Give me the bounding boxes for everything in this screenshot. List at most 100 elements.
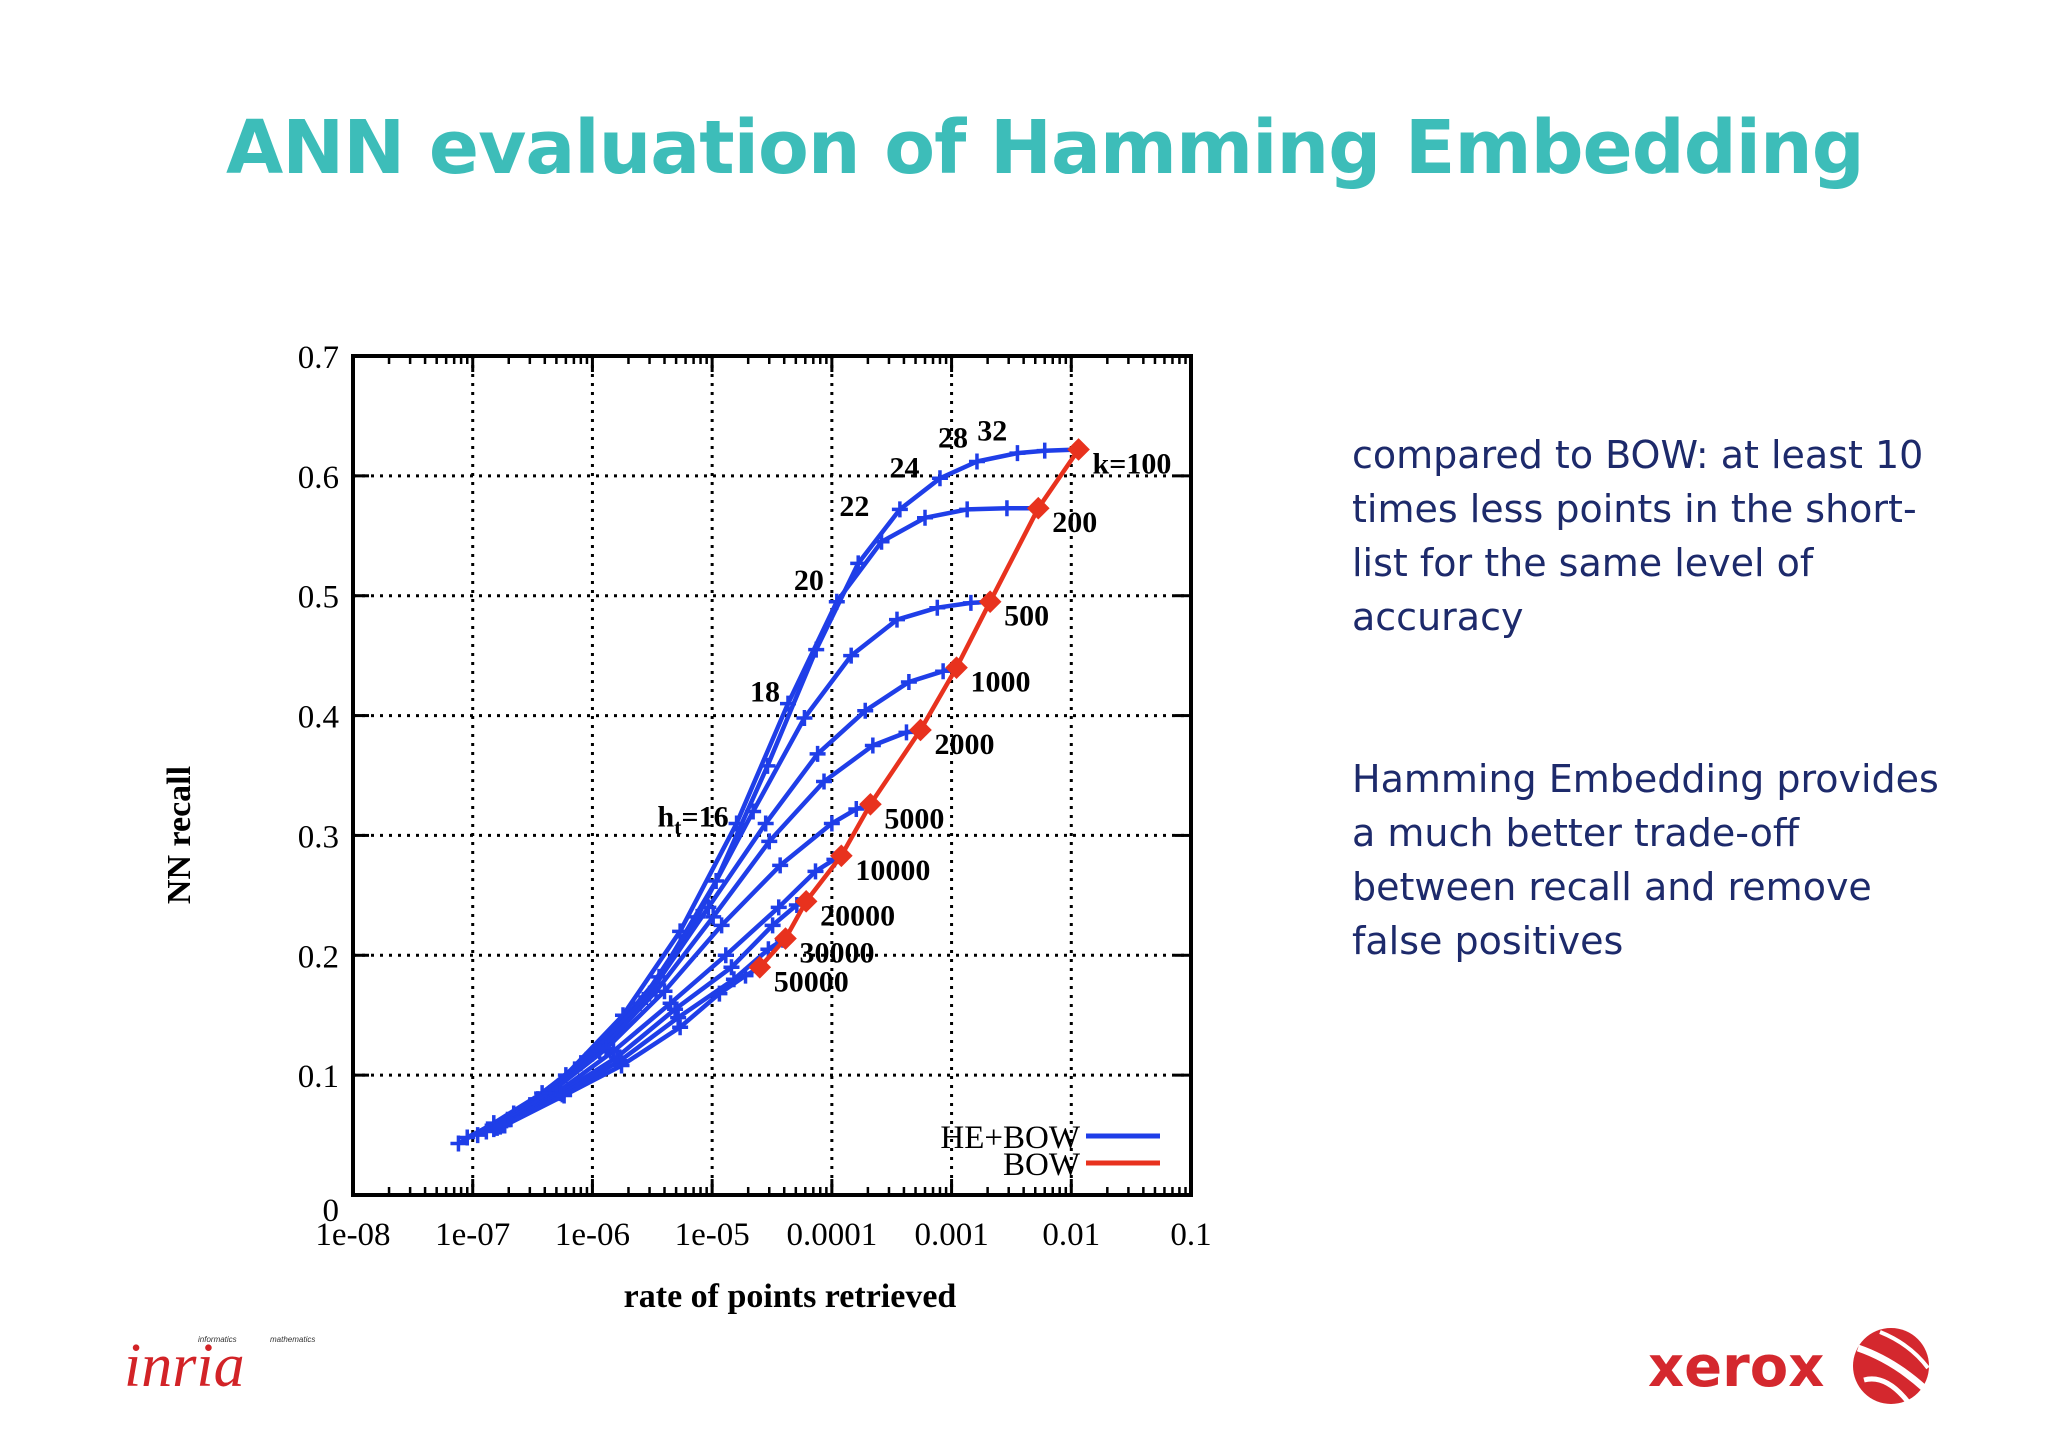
he-bow-point (723, 959, 740, 976)
he-bow-point (705, 908, 722, 925)
inria-small-left: informatics (198, 1335, 237, 1344)
he-bow-line (457, 447, 1079, 1146)
he-bow-point (478, 1123, 495, 1140)
he-bow-point (823, 815, 840, 832)
he-bow-point (809, 745, 826, 762)
he-bow-point (848, 801, 865, 818)
he-bow-point (700, 899, 717, 916)
chart-axes: 1e-08 1e-07 1e-06 1e-05 0.0001 0.001 0.01 0.1 0 0… (161, 340, 1212, 1315)
he-bow-point (917, 509, 934, 526)
he-bow-point (796, 709, 813, 726)
he-bow-point (717, 947, 734, 964)
he-bow-line (466, 505, 1039, 1140)
he-bow-line (500, 899, 808, 1128)
ht-label: 22 (839, 490, 869, 523)
bow-point (909, 718, 932, 742)
he-bow-point (857, 702, 874, 719)
x-tick-label: 0.1 (1170, 1217, 1211, 1253)
he-bow-point (670, 1009, 687, 1026)
x-tick-label: 1e-06 (555, 1217, 630, 1253)
bow-point (1067, 438, 1090, 461)
he-bow-point (998, 500, 1015, 517)
k-label: 5000 (884, 802, 944, 835)
ht-label: 20 (794, 564, 824, 597)
bow-point (859, 792, 882, 816)
x-tick-label: 1e-05 (675, 1217, 750, 1253)
y-tick-label: 0 (323, 1193, 340, 1229)
he-bow-point (1036, 442, 1053, 459)
he-bow-point (613, 1057, 630, 1074)
y-tick-label: 0.5 (298, 580, 339, 616)
k-label: 200 (1052, 506, 1097, 539)
he-bow-point (935, 663, 952, 680)
inria-small-right: mathematics (270, 1335, 315, 1344)
note-comparison: compared to BOW: at least 10 times less … (1352, 433, 1924, 639)
he-bow-point (737, 967, 754, 984)
bow-line (758, 448, 1081, 969)
xerox-wordmark: xerox (1648, 1335, 1824, 1400)
he-bow-point (891, 501, 908, 518)
x-axis-label: rate of points retrieved (624, 1278, 957, 1315)
he-bow-point (1009, 445, 1026, 462)
y-tick-label: 0.6 (298, 460, 339, 496)
legend-label: BOW (1003, 1147, 1081, 1183)
ht-label: 18 (750, 676, 780, 709)
he-bow-point (770, 899, 787, 916)
slide-title: ANN evaluation of Hamming Embedding (226, 105, 1865, 191)
he-bow-point (469, 1127, 486, 1144)
he-bow-point (667, 1001, 684, 1018)
note-tradeoff: Hamming Embedding provides a much better… (1352, 757, 1939, 963)
y-tick-label: 0.2 (298, 939, 339, 975)
he-bow-point (968, 453, 985, 470)
ht-label: 32 (977, 414, 1007, 447)
he-bow-point (728, 815, 745, 832)
he-bow-point (816, 773, 833, 790)
he-bow-point (672, 1019, 689, 1036)
k-label: 500 (1004, 600, 1049, 633)
k-label: k=100 (1093, 447, 1172, 480)
he-bow-point (929, 599, 946, 616)
k-label: 1000 (971, 666, 1031, 699)
he-bow-point (962, 594, 979, 611)
ht-label: 24 (890, 451, 920, 484)
ht-label: 28 (938, 422, 968, 455)
he-bow-point (779, 695, 796, 712)
k-label: 50000 (774, 965, 849, 998)
he-bow-point (450, 1135, 467, 1152)
bow-point (830, 844, 853, 868)
y-axis-label: NN recall (161, 766, 198, 904)
he-bow-point (828, 593, 845, 610)
he-bow-point (843, 647, 860, 664)
bow-point (945, 656, 968, 679)
y-tick-label: 0.1 (298, 1059, 339, 1095)
bow-point (1026, 496, 1050, 520)
he-bow-point (757, 815, 774, 832)
he-bow-point (556, 1087, 573, 1104)
x-tick-label: 1e-07 (435, 1217, 510, 1253)
he-bow-point (807, 863, 824, 880)
he-bow-point (745, 803, 762, 820)
he-bow-point (496, 1117, 513, 1134)
k-label: 20000 (820, 899, 895, 932)
k-label: 30000 (800, 937, 875, 970)
bow-point (748, 955, 772, 979)
inria-logo: informatics mathematics inria (124, 1332, 315, 1400)
he-bow-point (656, 983, 673, 1000)
y-tick-label: 0.7 (298, 340, 339, 376)
k-label: 10000 (855, 854, 930, 887)
bow-point (978, 590, 1002, 614)
bow-point (794, 890, 818, 913)
x-tick-label: 0.001 (914, 1217, 988, 1253)
y-tick-label: 0.4 (298, 700, 339, 736)
he-bow-point (711, 985, 728, 1002)
he-bow-point (764, 917, 781, 934)
ht-label: ht=16 (657, 800, 728, 839)
he-bow-point (959, 501, 976, 518)
he-bow-point (900, 674, 917, 691)
x-tick-label: 0.0001 (786, 1217, 877, 1253)
chart-series (450, 438, 1090, 1152)
he-bow-point (864, 737, 881, 754)
